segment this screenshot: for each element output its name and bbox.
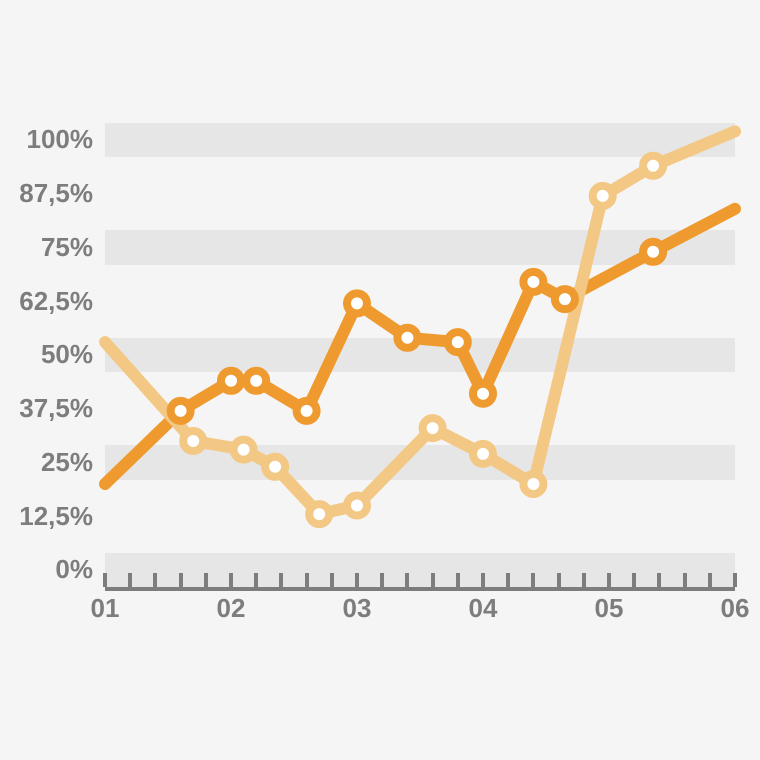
marker-series-b: [643, 156, 663, 176]
x-axis-label: 05: [579, 593, 639, 624]
y-axis-label: 0%: [0, 554, 93, 585]
x-axis-tick: [481, 573, 485, 587]
marker-series-a: [347, 293, 367, 313]
y-axis-label: 37,5%: [0, 393, 93, 424]
x-axis-tick: [506, 573, 510, 587]
y-axis-label: 62,5%: [0, 286, 93, 317]
marker-series-b: [309, 504, 329, 524]
marker-series-a: [246, 371, 266, 391]
marker-series-a: [297, 401, 317, 421]
x-axis-tick: [128, 573, 132, 587]
x-axis-tick: [279, 573, 283, 587]
x-axis-line: [105, 587, 735, 591]
x-axis-label: 06: [705, 593, 760, 624]
x-axis-tick: [683, 573, 687, 587]
y-axis-label: 12,5%: [0, 501, 93, 532]
marker-series-a: [171, 401, 191, 421]
x-axis-tick: [531, 573, 535, 587]
y-axis-label: 100%: [0, 124, 93, 155]
x-axis-tick: [607, 573, 611, 587]
series-layer: [105, 140, 735, 570]
x-axis-tick: [582, 573, 586, 587]
x-axis-tick: [431, 573, 435, 587]
x-axis-tick: [330, 573, 334, 587]
marker-series-b: [423, 418, 443, 438]
marker-series-b: [234, 440, 254, 460]
x-axis-tick: [103, 573, 107, 587]
x-axis-tick: [557, 573, 561, 587]
marker-series-b: [347, 496, 367, 516]
x-axis-tick: [179, 573, 183, 587]
marker-series-a: [473, 384, 493, 404]
x-axis-label: 04: [453, 593, 513, 624]
y-axis-label: 87,5%: [0, 178, 93, 209]
x-axis-tick: [632, 573, 636, 587]
plot-area: 100%87,5%75%62,5%50%37,5%25%12,5%0%01020…: [105, 140, 735, 570]
marker-series-b: [473, 444, 493, 464]
line-chart: 100% 87,5% 75% 62,5% 50% 37,5% 25% 12,5% 0% 01 02 0…: [0, 0, 760, 760]
x-axis-tick: [708, 573, 712, 587]
x-axis-label: 01: [75, 593, 135, 624]
y-axis-label: 75%: [0, 232, 93, 263]
marker-series-a: [221, 371, 241, 391]
line-series-b: [105, 131, 735, 514]
x-axis-tick: [657, 573, 661, 587]
x-axis-tick: [456, 573, 460, 587]
marker-series-b: [523, 474, 543, 494]
y-axis-label: 50%: [0, 339, 93, 370]
marker-series-a: [643, 242, 663, 262]
marker-series-b: [593, 186, 613, 206]
marker-series-a: [555, 289, 575, 309]
x-axis-tick: [733, 573, 737, 587]
x-axis-tick: [229, 573, 233, 587]
x-axis-tick: [405, 573, 409, 587]
marker-series-a: [523, 272, 543, 292]
x-axis-tick: [355, 573, 359, 587]
marker-series-a: [448, 332, 468, 352]
x-axis-label: 02: [201, 593, 261, 624]
x-axis-tick: [153, 573, 157, 587]
marker-series-a: [397, 328, 417, 348]
x-axis-tick: [380, 573, 384, 587]
x-axis-tick: [254, 573, 258, 587]
y-axis-label: 25%: [0, 447, 93, 478]
x-axis-label: 03: [327, 593, 387, 624]
x-axis-tick: [305, 573, 309, 587]
marker-series-b: [265, 457, 285, 477]
marker-series-b: [183, 431, 203, 451]
x-axis-tick: [204, 573, 208, 587]
